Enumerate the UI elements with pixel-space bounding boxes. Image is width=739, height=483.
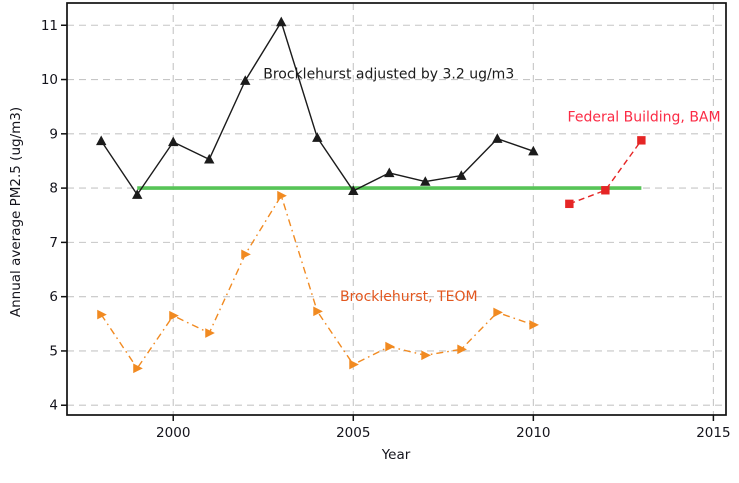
data-point-triangle-up (276, 16, 287, 27)
data-point-triangle-up (420, 176, 431, 186)
data-point-triangle-right (421, 350, 431, 361)
data-point-square (637, 136, 646, 145)
y-tick-label: 9 (49, 126, 58, 142)
x-tick-label: 2005 (336, 425, 370, 441)
data-point-triangle-right (349, 359, 359, 370)
y-tick-label: 10 (41, 72, 58, 88)
data-point-triangle-right (241, 249, 251, 260)
data-point-triangle-right (313, 306, 323, 317)
y-tick-label: 8 (49, 181, 58, 197)
data-point-square (565, 199, 574, 209)
data-point-triangle-up (312, 132, 323, 142)
data-series-group (96, 16, 646, 374)
y-tick-label: 4 (49, 398, 58, 414)
series-label: Brocklehurst, TEOM (340, 289, 478, 305)
series-line (569, 139, 642, 205)
y-tick-label: 5 (49, 343, 58, 359)
data-point-triangle-up (384, 167, 395, 178)
axis-ticks (61, 24, 715, 421)
data-point-triangle-up (96, 135, 107, 146)
y-axis-title: Annual average PM2.5 (ug/m3) (8, 106, 24, 318)
series-1 (97, 190, 539, 374)
data-point-square (601, 186, 610, 195)
data-point-triangle-up (132, 189, 143, 199)
data-point-triangle-up (492, 133, 503, 143)
series-label: Federal Building, BAM (568, 109, 721, 125)
y-tick-label: 11 (41, 18, 58, 34)
x-tick-label: 2000 (156, 425, 190, 441)
series-label: Brocklehurst adjusted by 3.2 ug/m3 (263, 67, 514, 83)
axis-tick-labels: 2000 2005 2010 2015 4 5 6 7 8 9 10 11 (41, 18, 731, 441)
gridlines (67, 3, 726, 415)
data-point-triangle-right (97, 309, 107, 320)
data-point-triangle-right (529, 320, 539, 330)
data-point-triangle-right (457, 344, 467, 355)
plot-border (66, 2, 727, 416)
series-line (100, 195, 534, 370)
x-axis-title: Year (381, 447, 411, 463)
data-point-triangle-right (133, 363, 143, 374)
plot-frame (66, 2, 727, 416)
data-point-triangle-right (385, 341, 395, 352)
y-tick-label: 6 (49, 289, 58, 305)
data-point-triangle-up (168, 136, 179, 147)
y-tick-label: 7 (49, 235, 58, 251)
x-tick-label: 2015 (696, 425, 730, 441)
data-point-triangle-up (348, 185, 359, 196)
data-point-triangle-right (169, 310, 179, 321)
data-point-triangle-right (277, 190, 287, 201)
data-point-triangle-up (456, 170, 467, 180)
data-point-triangle-up (240, 75, 251, 85)
data-point-triangle-right (493, 307, 503, 318)
series-annotations: Brocklehurst adjusted by 3.2 ug/m3 Federa… (263, 67, 720, 306)
series-2 (565, 136, 646, 209)
data-point-triangle-up (204, 153, 215, 164)
data-point-triangle-up (528, 145, 539, 156)
data-point-triangle-right (205, 328, 215, 338)
x-tick-label: 2010 (516, 425, 550, 441)
series-line (100, 21, 534, 196)
series-0 (96, 16, 539, 199)
